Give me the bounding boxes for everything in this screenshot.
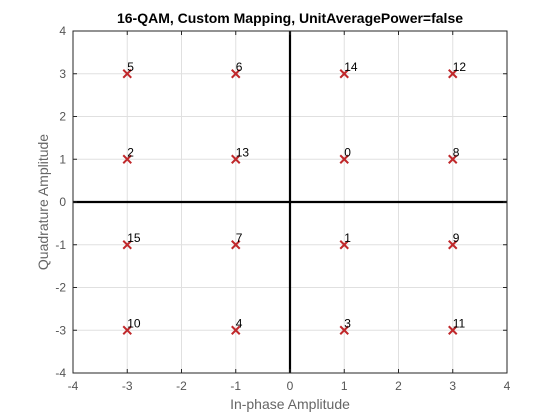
- x-tick-label: 2: [395, 379, 402, 393]
- constellation-point: 13: [231, 145, 250, 164]
- y-tick-label: -3: [55, 323, 66, 337]
- y-tick-label: 3: [59, 67, 66, 81]
- constellation-point: 5: [122, 60, 134, 79]
- constellation-point: 14: [339, 60, 358, 79]
- constellation-point: 3: [339, 316, 351, 335]
- x-tick-label: 0: [287, 379, 294, 393]
- point-label: 10: [127, 316, 141, 330]
- x-tick-label: -4: [68, 379, 79, 393]
- point-marker-stroke-b: [122, 154, 132, 164]
- constellation-point: 4: [231, 316, 243, 335]
- x-tick-label: -1: [230, 379, 241, 393]
- constellation-point: 9: [448, 231, 460, 250]
- point-label: 1: [344, 231, 351, 245]
- point-label: 0: [344, 145, 351, 159]
- constellation-points: 5 6 14 12 2 13 0 8 15 7 1 9 10 4 3 11: [122, 60, 467, 335]
- x-tick-label: -3: [122, 379, 133, 393]
- constellation-point: 1: [339, 231, 351, 250]
- y-tick-label: -1: [55, 238, 66, 252]
- point-marker-stroke-b: [339, 240, 349, 250]
- constellation-point: 6: [231, 60, 243, 79]
- x-axis-label: In-phase Amplitude: [230, 396, 350, 412]
- constellation-point: 12: [448, 60, 467, 79]
- point-label: 15: [127, 231, 141, 245]
- y-tick-label: 1: [59, 152, 66, 166]
- y-tick-label: 2: [59, 110, 66, 124]
- constellation-point: 0: [339, 145, 351, 164]
- point-marker-stroke-b: [122, 240, 132, 250]
- point-label: 7: [236, 231, 243, 245]
- point-label: 5: [127, 60, 134, 74]
- point-label: 8: [453, 145, 460, 159]
- x-tick-label: 1: [341, 379, 348, 393]
- x-tick-label: 3: [449, 379, 456, 393]
- constellation-point: 2: [122, 145, 134, 164]
- point-marker-stroke-b: [448, 325, 458, 335]
- point-label: 13: [236, 145, 250, 159]
- point-label: 3: [344, 316, 351, 330]
- point-label: 11: [453, 316, 466, 330]
- constellation-point: 11: [448, 316, 466, 335]
- y-tick-label: 4: [59, 24, 66, 38]
- chart-title: 16-QAM, Custom Mapping, UnitAveragePower…: [117, 10, 463, 26]
- y-axis-label: Quadrature Amplitude: [35, 134, 51, 270]
- point-marker-stroke-b: [448, 69, 458, 79]
- constellation-point: 10: [122, 316, 141, 335]
- point-marker-stroke-b: [448, 240, 458, 250]
- constellation-point: 7: [231, 231, 243, 250]
- point-marker-stroke-b: [339, 69, 349, 79]
- y-tick-label: -2: [55, 281, 66, 295]
- point-label: 9: [453, 231, 460, 245]
- point-marker-stroke-b: [231, 240, 241, 250]
- point-marker-stroke-b: [122, 69, 132, 79]
- point-marker-stroke-b: [122, 325, 132, 335]
- y-tick-label: 0: [59, 195, 66, 209]
- point-marker-stroke-b: [339, 325, 349, 335]
- constellation-point: 8: [448, 145, 460, 164]
- point-label: 12: [453, 60, 467, 74]
- point-label: 14: [344, 60, 358, 74]
- point-label: 2: [127, 145, 134, 159]
- constellation-point: 15: [122, 231, 141, 250]
- point-marker-stroke-b: [231, 69, 241, 79]
- x-tick-label: 4: [504, 379, 511, 393]
- point-marker-stroke-b: [231, 325, 241, 335]
- point-marker-stroke-b: [448, 154, 458, 164]
- point-label: 4: [236, 316, 243, 330]
- point-marker-stroke-b: [339, 154, 349, 164]
- zero-axis-lines: [73, 31, 507, 373]
- x-tick-label: -2: [176, 379, 187, 393]
- point-marker-stroke-b: [231, 154, 241, 164]
- point-label: 6: [236, 60, 243, 74]
- y-tick-label: -4: [55, 366, 66, 380]
